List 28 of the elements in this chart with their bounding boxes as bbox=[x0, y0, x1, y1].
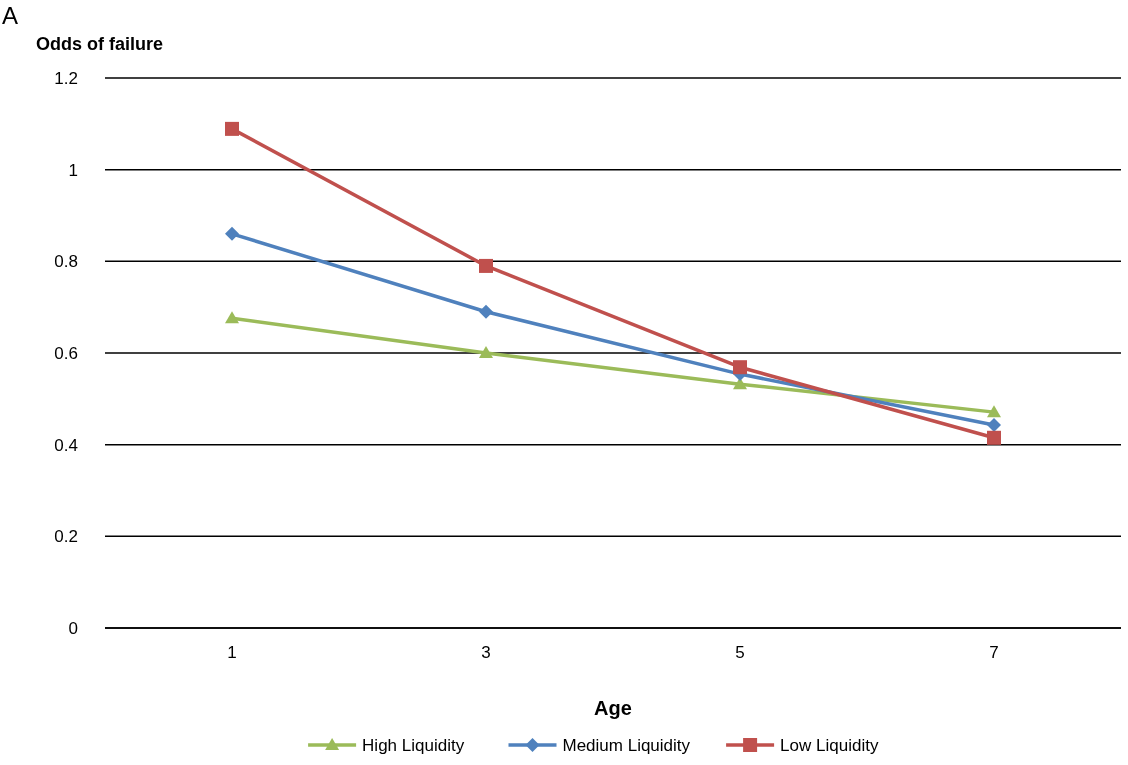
point bbox=[987, 405, 1001, 418]
x-tick-label: 1 bbox=[227, 643, 237, 662]
point bbox=[479, 304, 493, 319]
y-tick-label: 0.4 bbox=[54, 435, 78, 455]
point bbox=[479, 258, 493, 273]
x-tick-label: 5 bbox=[735, 643, 745, 662]
y-tick-label: 0.2 bbox=[54, 527, 78, 547]
text: A bbox=[2, 2, 19, 29]
point bbox=[987, 417, 1001, 432]
point bbox=[733, 360, 747, 375]
y-axis-title: Odds of failure bbox=[36, 34, 164, 54]
legend-label: Medium Liquidity bbox=[562, 735, 691, 755]
legend-label: Low Liquidity bbox=[780, 735, 879, 755]
x-axis-title: Age bbox=[594, 697, 632, 719]
point bbox=[225, 121, 239, 136]
x-tick-label: 3 bbox=[481, 643, 491, 662]
y-tick-label: 0 bbox=[68, 618, 78, 638]
point bbox=[225, 226, 239, 241]
y-tick-label: 0.8 bbox=[54, 252, 78, 272]
y-tick-label: 0.6 bbox=[54, 343, 78, 363]
point bbox=[225, 311, 239, 324]
y-tick-label: 1.2 bbox=[54, 68, 78, 88]
point bbox=[987, 430, 1001, 445]
point bbox=[733, 377, 747, 390]
y-tick-label: 1 bbox=[68, 160, 78, 180]
point bbox=[479, 346, 493, 358]
legend-label: High Liquidity bbox=[362, 735, 465, 755]
x-tick-label: 7 bbox=[989, 643, 999, 662]
